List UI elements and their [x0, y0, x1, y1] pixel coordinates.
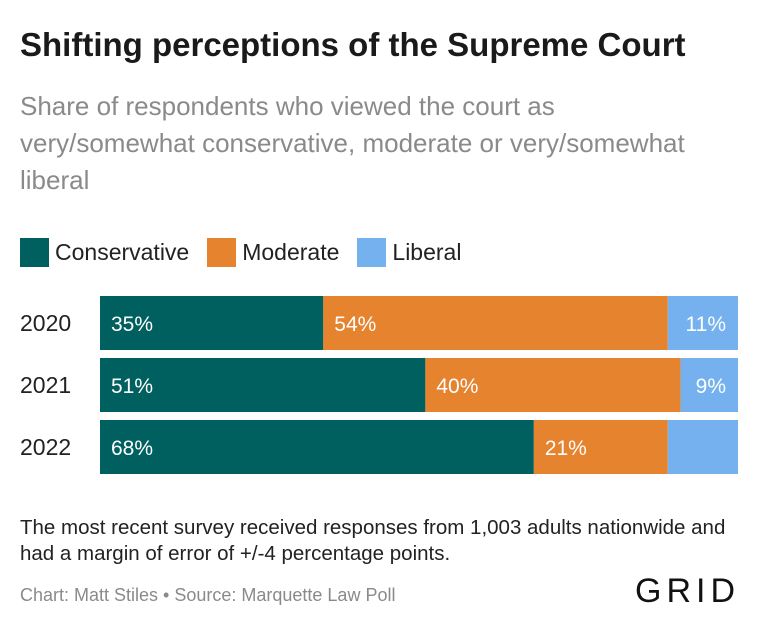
- legend-label-liberal: Liberal: [392, 238, 462, 265]
- legend-swatch-liberal: [357, 237, 387, 267]
- legend-item-liberal: Liberal: [357, 237, 462, 267]
- data-label-moderate-2020: 54%: [334, 313, 376, 336]
- bar-conservative-2021: [100, 358, 426, 412]
- legend-swatch-conservative: [20, 237, 49, 267]
- data-label-liberal-2021: 9%: [696, 375, 726, 398]
- chart-source: Chart: Matt Stiles • Source: Marquette L…: [20, 585, 396, 605]
- data-label-moderate-2022: 21%: [545, 437, 587, 460]
- bar-liberal-2021: [680, 358, 738, 412]
- bar-conservative-2020: [100, 296, 324, 350]
- data-label-conservative-2020: 35%: [111, 313, 153, 336]
- legend-swatch-moderate: [207, 237, 237, 267]
- chart-title: Shifting perceptions of the Supreme Cour…: [20, 26, 686, 63]
- bar-moderate-2022: [533, 420, 668, 474]
- bar-moderate-2021: [425, 358, 681, 412]
- category-label-2020: 2020: [20, 310, 71, 336]
- data-label-conservative-2022: 68%: [111, 437, 153, 460]
- grid-logo: GRID: [635, 572, 740, 610]
- data-label-moderate-2021: 40%: [436, 375, 478, 398]
- chart-note: The most recent survey received response…: [20, 516, 726, 565]
- category-label-2022: 2022: [20, 434, 71, 460]
- data-label-liberal-2020: 11%: [686, 313, 726, 336]
- data-label-conservative-2021: 51%: [111, 375, 153, 398]
- bar-moderate-2020: [323, 296, 668, 350]
- category-label-2021: 2021: [20, 372, 71, 398]
- legend-label-moderate: Moderate: [242, 238, 340, 265]
- stacked-bar-chart: 2020 35% 54% 11% 2021 51% 40% 9% 2022 68% 21%: [20, 296, 738, 474]
- bar-conservative-2022: [100, 420, 534, 474]
- chart-subtitle: Share of respondents who viewed the cour…: [20, 91, 685, 195]
- bar-liberal-2020: [667, 296, 738, 350]
- legend-label-conservative: Conservative: [55, 238, 190, 265]
- legend-item-conservative: Conservative: [20, 237, 190, 267]
- legend-item-moderate: Moderate: [207, 237, 340, 267]
- chart-legend: Conservative Moderate Liberal: [20, 236, 479, 268]
- bar-liberal-2022: [667, 420, 738, 474]
